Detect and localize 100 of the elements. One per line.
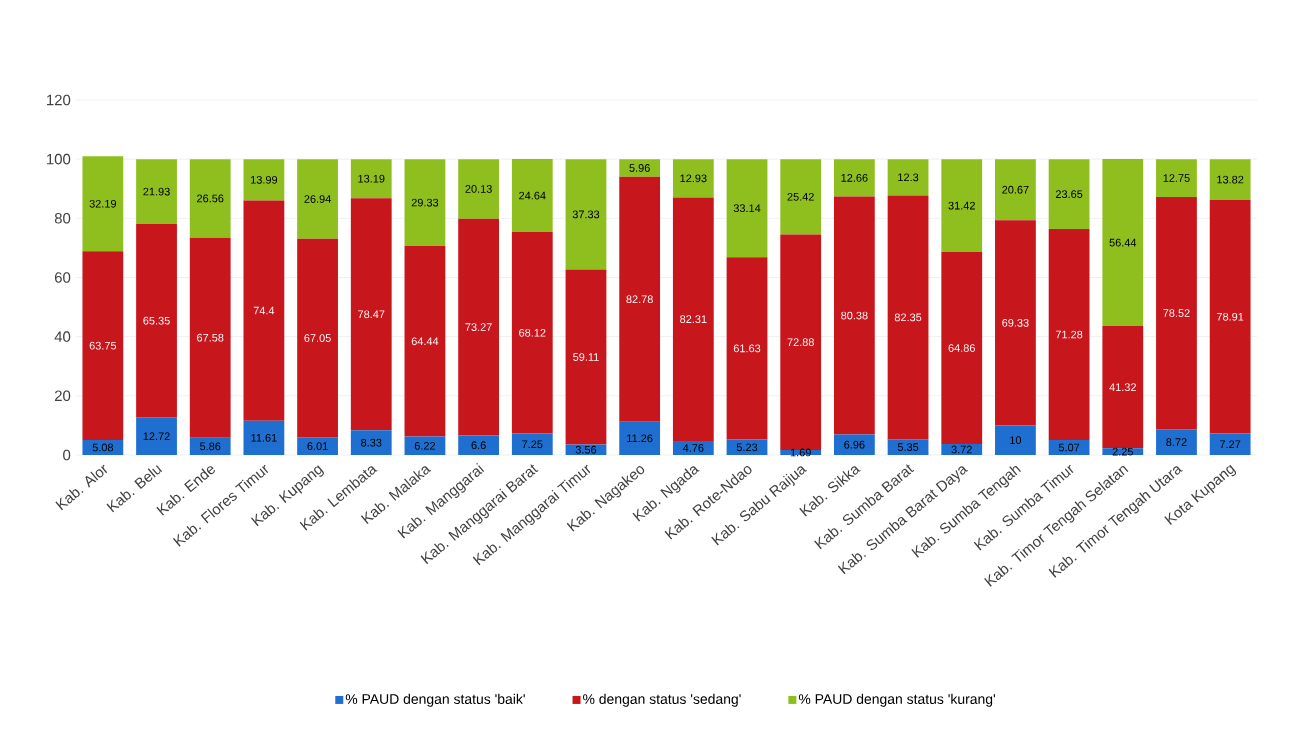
data-label: 20.13 (465, 185, 492, 193)
bar (1048, 159, 1090, 230)
data-label: 64.86 (948, 344, 975, 352)
data-label: 68.12 (519, 328, 546, 337)
bar (1156, 196, 1197, 430)
bar (243, 200, 285, 421)
bar (350, 430, 392, 455)
data-label: 4.76 (682, 444, 704, 452)
data-label: 64.44 (411, 337, 439, 346)
bar (297, 437, 338, 455)
data-label: 67.05 (304, 334, 331, 342)
data-label: 26.94 (304, 195, 331, 203)
bar (350, 159, 392, 199)
bar (189, 237, 231, 438)
bar (619, 176, 661, 422)
y-tick-label: 80 (54, 213, 71, 224)
data-label: 25.42 (787, 192, 814, 201)
bar (995, 220, 1036, 426)
data-label: 65.35 (143, 316, 170, 325)
data-label: 32.19 (89, 199, 117, 208)
data-label: 7.27 (1220, 440, 1241, 449)
data-label: 71.28 (1055, 330, 1083, 339)
data-label: 78.91 (1217, 312, 1244, 321)
bar (1156, 429, 1197, 455)
bar (619, 159, 661, 177)
data-label: 11.26 (627, 434, 653, 443)
bar (189, 159, 231, 238)
bar (833, 196, 875, 435)
bar (297, 159, 338, 239)
bar (995, 159, 1036, 221)
data-label: 63.75 (89, 341, 117, 350)
bar (565, 444, 607, 455)
y-tick-label: 120 (47, 94, 71, 106)
data-label: 20.67 (1002, 185, 1029, 194)
legend-label: % PAUD dengan status 'baik' (345, 693, 525, 707)
data-label: 33.14 (733, 204, 761, 213)
data-label: 13.19 (358, 174, 385, 183)
data-label: 12.3 (898, 173, 919, 182)
data-label: 3.56 (575, 445, 597, 454)
data-label: 80.38 (841, 311, 868, 320)
bar (404, 245, 446, 437)
data-label: 12.66 (841, 174, 868, 182)
bar (887, 439, 929, 455)
data-label: 37.33 (572, 210, 600, 219)
data-label: 7.25 (522, 440, 543, 449)
bar (672, 440, 714, 455)
bar (1156, 159, 1197, 197)
data-label: 12.72 (143, 432, 170, 440)
data-label: 5.86 (199, 442, 221, 451)
data-label: 23.65 (1055, 190, 1083, 199)
y-tick-label: 60 (54, 272, 71, 283)
bar (1102, 159, 1144, 327)
bar (458, 159, 500, 219)
bar (780, 159, 822, 235)
bar (1209, 159, 1251, 201)
data-label: 13.82 (1217, 175, 1244, 184)
bar (458, 435, 500, 455)
bar (941, 443, 983, 455)
data-label: 24.64 (519, 191, 546, 200)
y-tick-label: 0 (63, 449, 71, 461)
bar (941, 252, 983, 444)
bar (726, 257, 768, 440)
data-label: 10 (1010, 436, 1022, 445)
bar (458, 218, 500, 436)
bar (565, 269, 607, 445)
data-label: 6.22 (414, 441, 436, 450)
data-label: 82.35 (894, 313, 922, 322)
data-label: 6.6 (471, 441, 486, 450)
data-label: 26.56 (197, 194, 224, 203)
bar (82, 156, 124, 252)
bar (243, 159, 285, 201)
data-label: 6.96 (844, 440, 865, 449)
bar (1048, 439, 1090, 455)
data-label: 5.35 (897, 443, 919, 451)
data-label: 67.58 (197, 333, 224, 342)
bar (511, 433, 553, 455)
bar (565, 159, 607, 270)
bar (511, 232, 553, 434)
data-label: 61.63 (733, 344, 761, 353)
data-label: 29.33 (411, 198, 439, 207)
bar (887, 195, 929, 440)
data-label: 73.27 (465, 323, 492, 331)
bar (726, 159, 768, 258)
data-label: 41.32 (1109, 383, 1136, 392)
data-label: 78.52 (1163, 309, 1190, 317)
bar (136, 159, 177, 225)
data-label: 5.96 (629, 164, 650, 172)
data-label: 74.4 (253, 306, 275, 315)
data-label: 12.75 (1163, 174, 1190, 182)
bar (189, 437, 231, 455)
bar (1048, 229, 1090, 440)
data-label: 72.88 (787, 338, 814, 347)
bar (136, 417, 177, 455)
bar (833, 434, 875, 455)
bar (780, 234, 822, 450)
data-label: 21.93 (143, 187, 170, 196)
bar (297, 238, 338, 438)
bar (350, 198, 392, 431)
bar (1102, 448, 1144, 455)
data-label: 8.72 (1166, 438, 1187, 446)
